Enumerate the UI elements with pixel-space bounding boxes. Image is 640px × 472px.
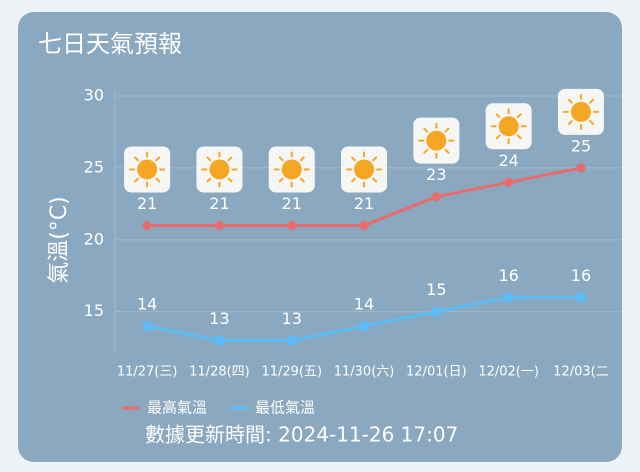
sun <box>426 130 447 151</box>
marker <box>142 321 152 331</box>
weather-icon <box>268 146 315 193</box>
weather-icon <box>196 146 243 193</box>
marker <box>214 220 224 230</box>
weather-icon <box>485 103 532 150</box>
marker <box>287 220 297 230</box>
sun-ray <box>278 177 284 183</box>
sun-ray <box>423 127 429 133</box>
data-label: 21 <box>137 194 157 213</box>
data-label: 16 <box>498 266 518 285</box>
sun-ray <box>567 98 573 104</box>
x-tick-label: 12/01(日) <box>406 365 467 380</box>
sun-ray <box>589 98 594 104</box>
sun-ray <box>299 177 305 183</box>
marker <box>431 307 441 317</box>
legend-label: 最低氣溫 <box>255 399 315 417</box>
x-tick-label: 11/28(四) <box>189 365 250 380</box>
sun-ray <box>134 156 139 162</box>
legend-label: 最高氣溫 <box>147 399 207 417</box>
sun-ray <box>495 134 501 140</box>
sun <box>354 159 375 180</box>
weather-icon <box>413 117 460 164</box>
marker <box>287 335 297 345</box>
marker <box>576 163 586 173</box>
data-label: 21 <box>282 194 302 213</box>
data-label: 14 <box>354 295 374 314</box>
sun-ray <box>495 113 501 119</box>
data-label: 25 <box>571 136 591 155</box>
y-tick-label: 25 <box>84 157 104 176</box>
sun <box>281 159 302 180</box>
data-label: 14 <box>137 295 157 314</box>
sun <box>498 116 519 137</box>
sun-ray <box>299 156 305 162</box>
sun-ray <box>567 120 573 125</box>
marker <box>576 292 586 302</box>
sun-ray <box>227 156 233 162</box>
sun <box>570 101 591 122</box>
sun <box>137 159 158 180</box>
card <box>18 12 622 462</box>
marker <box>359 220 369 230</box>
sun-ray <box>444 127 450 133</box>
weather-icon <box>557 88 604 135</box>
marker <box>214 335 224 345</box>
data-label: 16 <box>571 266 591 285</box>
footer: 數據更新時間: 2024-11-26 17:07 <box>145 423 458 447</box>
sun-ray <box>155 156 161 162</box>
data-label: 23 <box>426 165 446 184</box>
data-label: 21 <box>354 194 374 213</box>
y-tick-label: 15 <box>84 301 104 320</box>
chart-title: 七日天氣預報 <box>38 30 182 58</box>
sun-ray <box>206 156 212 162</box>
x-tick-label: 11/29(五) <box>261 365 322 380</box>
y-axis-label: 氣溫(°C) <box>47 196 72 284</box>
sun-ray <box>516 134 522 140</box>
sun <box>209 159 230 180</box>
data-label: 15 <box>426 280 446 299</box>
y-tick-label: 20 <box>84 229 104 248</box>
marker <box>359 321 369 331</box>
data-label: 13 <box>282 309 302 328</box>
weather-icon <box>341 146 388 193</box>
sun-ray <box>589 120 594 125</box>
marker <box>504 177 514 187</box>
sun-ray <box>278 156 284 162</box>
x-tick-label: 12/03(二 <box>553 365 609 380</box>
sun-ray <box>206 177 212 183</box>
sun-ray <box>351 156 356 162</box>
marker <box>431 192 441 202</box>
y-tick-label: 30 <box>84 86 104 105</box>
x-tick-label: 11/27(三) <box>117 365 178 380</box>
marker <box>504 292 514 302</box>
x-tick-label: 12/02(一) <box>478 365 539 380</box>
data-label: 21 <box>209 194 229 213</box>
weather-icon <box>124 146 171 193</box>
marker <box>142 220 152 230</box>
sun-ray <box>372 156 378 162</box>
x-tick-label: 11/30(六) <box>334 365 395 380</box>
sun-ray <box>444 148 450 154</box>
sun-ray <box>423 148 429 154</box>
data-label: 24 <box>498 151 518 170</box>
sun-ray <box>516 113 522 119</box>
data-label: 13 <box>209 309 229 328</box>
sun-ray <box>351 177 356 183</box>
sun-ray <box>227 177 233 183</box>
sun-ray <box>134 177 139 183</box>
sun-ray <box>372 177 378 183</box>
sun-ray <box>155 177 161 183</box>
